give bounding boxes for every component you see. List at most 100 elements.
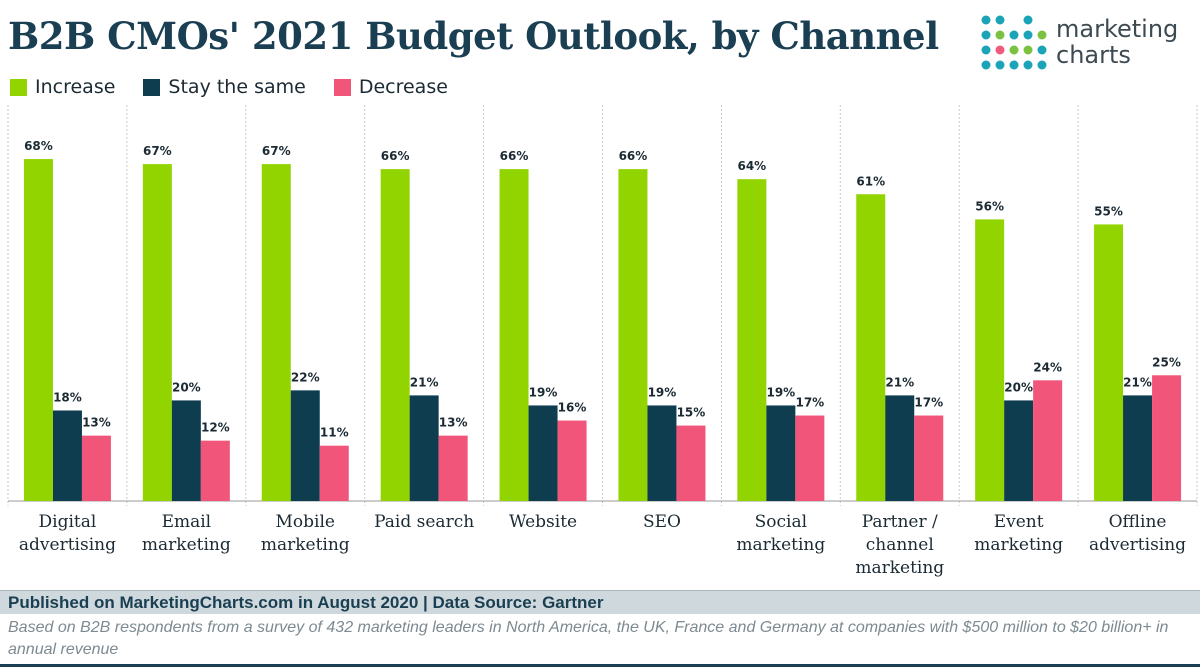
category-label: Event [994,512,1044,532]
logo-wordmark: marketing charts [1056,16,1178,68]
data-label-same: 19% [766,385,795,399]
category-label: marketing [974,535,1063,555]
category-label: SEO [643,512,681,532]
legend-item-decrease: Decrease [326,76,448,98]
bar-increase [856,194,886,501]
logo-dots-icon [981,15,1047,70]
category-label: channel [866,535,934,555]
bar-increase [499,169,529,501]
legend-label-decrease: Decrease [358,76,448,98]
data-label-increase: 66% [381,149,410,163]
data-label-same: 21% [410,375,439,389]
bar-decrease [795,415,825,501]
bar-same [290,390,320,501]
logo-dot [995,15,1005,25]
bar-same [647,405,677,501]
data-label-increase: 55% [1094,204,1123,218]
data-label-increase: 56% [975,199,1004,213]
bar-decrease [1152,375,1182,501]
published-source-bar: Published on MarketingCharts.com in Augu… [0,590,1200,614]
data-label-increase: 66% [619,149,648,163]
methodology-note: Based on B2B respondents from a survey o… [8,619,1169,658]
data-label-increase: 66% [500,149,529,163]
data-label-decrease: 25% [1152,355,1181,369]
category-label: Paid search [374,512,474,532]
bar-increase [142,164,172,502]
data-label-decrease: 17% [914,396,943,410]
data-label-decrease: 15% [677,406,706,420]
legend-label-increase: Increase [35,76,116,98]
bar-chart: 68% 18% 13% Digital advertising 67% 20% 12% Emai… [7,105,1198,578]
category-label: marketing [736,535,825,555]
logo-dot [1023,15,1033,25]
bar-same [52,410,82,501]
category-label: Social [755,512,807,532]
category-label: Offline [1109,512,1167,532]
bar-decrease [557,420,587,501]
data-label-increase: 67% [143,144,172,158]
chart-legend: Increase Stay the same Decrease [8,76,468,98]
logo-dot [1009,45,1019,55]
bar-same [528,405,558,501]
bar-increase [1094,224,1124,501]
data-label-decrease: 12% [201,421,230,435]
bar-decrease [319,445,349,501]
bar-increase [975,219,1005,501]
logo-dot [1037,60,1047,70]
category-label: marketing [142,535,231,555]
logo-dot [981,45,991,55]
data-label-decrease: 17% [795,396,824,410]
data-label-decrease: 16% [558,401,587,415]
data-label-decrease: 13% [439,416,468,430]
data-label-increase: 67% [262,144,291,158]
logo-dot [981,60,991,70]
data-label-same: 21% [1123,375,1152,389]
logo-dot [995,30,1005,40]
data-label-increase: 68% [24,139,53,153]
bar-increase [261,164,291,502]
logo-dot [1037,45,1047,55]
bar-same [171,400,201,501]
category-label: advertising [1089,535,1186,555]
bar-same [766,405,796,501]
logo-dot [1023,45,1033,55]
category-label: Partner / [862,512,938,532]
logo-dot [1023,60,1033,70]
bar-decrease [1033,380,1063,501]
legend-swatch-decrease [333,78,351,96]
category-label: marketing [261,535,350,555]
logo-dot [995,45,1005,55]
logo-dot [1023,30,1033,40]
data-label-increase: 64% [737,159,766,173]
bar-same [1123,395,1153,501]
category-label: Email [162,512,212,532]
category-label: marketing [855,558,944,578]
logo-dot [981,15,991,25]
data-label-same: 21% [885,375,914,389]
bottom-rule [0,664,1200,667]
data-label-same: 18% [53,390,82,404]
logo-dot [995,60,1005,70]
bar-increase [380,169,410,501]
legend-label-same: Stay the same [168,76,306,98]
legend-swatch-increase [10,78,27,96]
data-label-increase: 61% [856,174,885,188]
data-label-decrease: 11% [320,426,349,440]
bar-increase [618,169,648,501]
bar-decrease [200,440,230,501]
bar-increase [737,179,767,501]
category-label: Website [509,512,577,532]
data-label-same: 20% [172,380,201,394]
marketingcharts-logo: marketing charts [978,12,1193,76]
logo-dot [1037,30,1047,40]
chart-title: B2B CMOs' 2021 Budget Outlook, by Channe… [8,14,939,58]
category-label: Digital [39,512,97,532]
bar-decrease [81,435,111,501]
bar-increase [23,159,53,502]
category-label: Mobile [276,512,335,532]
data-label-same: 20% [1004,380,1033,394]
bar-same [1004,400,1034,501]
bar-same [409,395,439,501]
bar-decrease [914,415,944,501]
legend-swatch-same [143,78,161,96]
